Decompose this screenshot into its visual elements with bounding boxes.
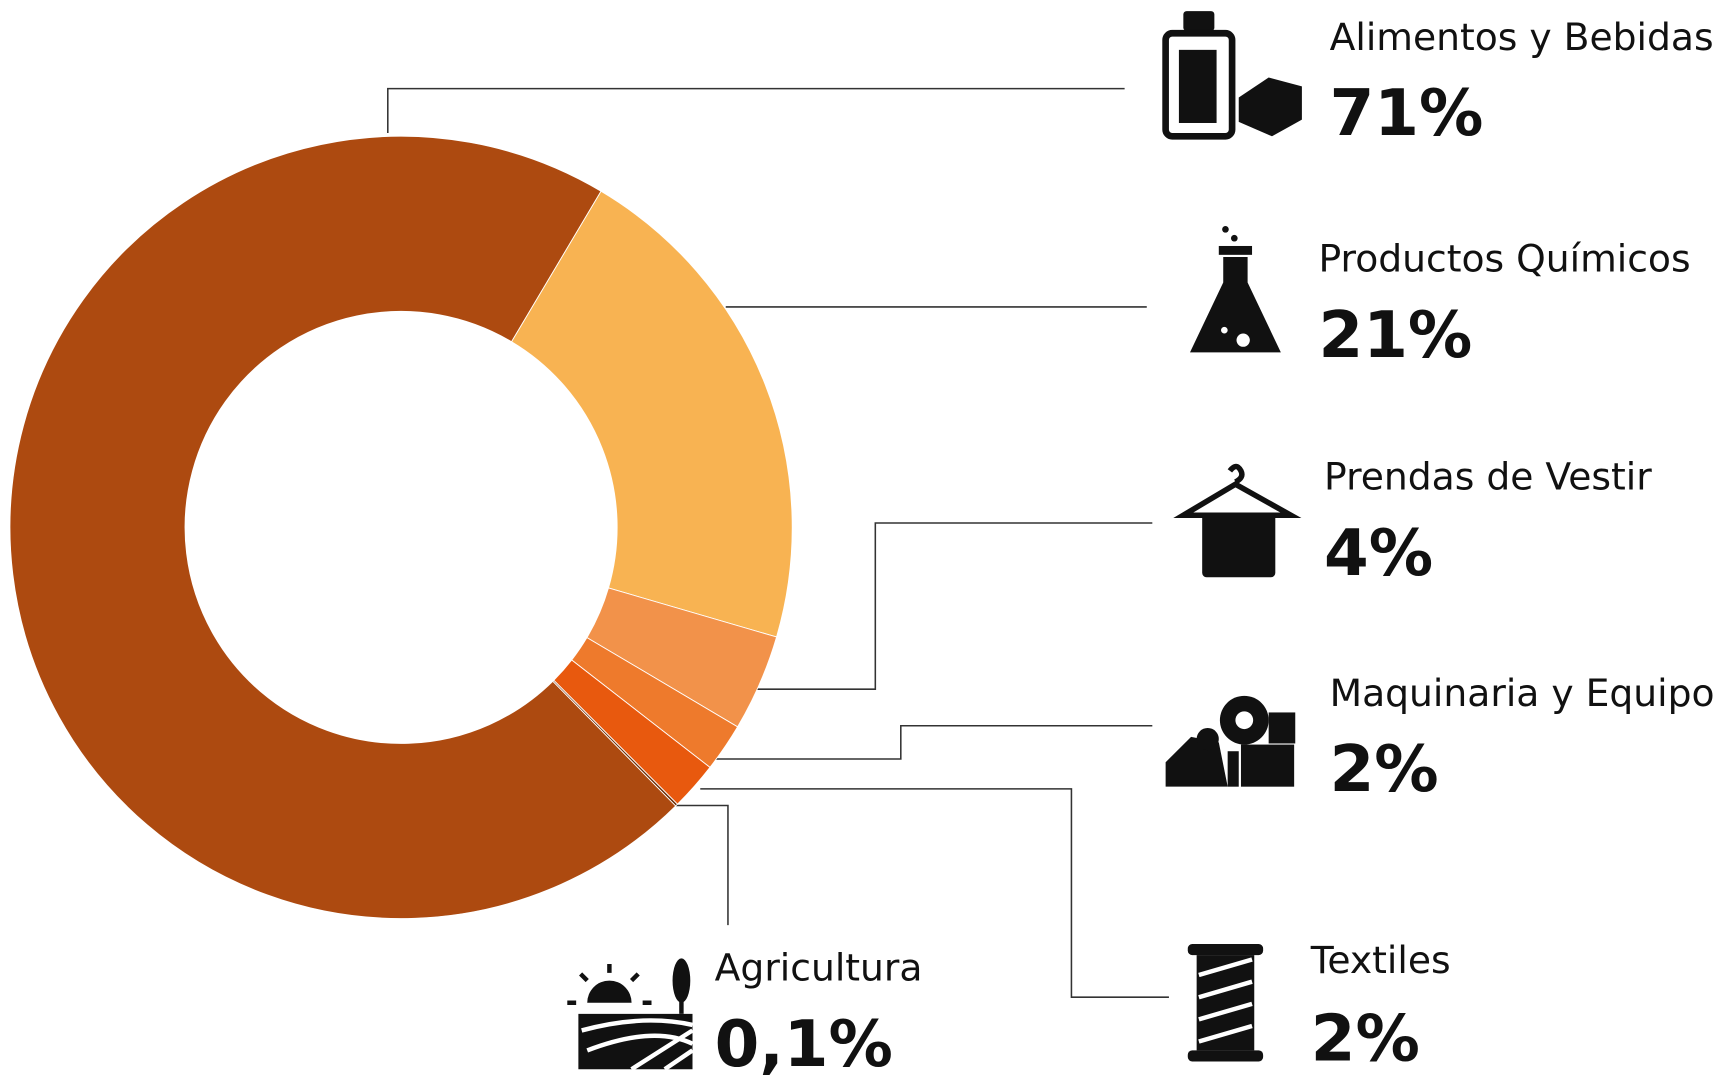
icon-field — [567, 958, 694, 1072]
donut-slice — [552, 679, 679, 807]
leader-line — [672, 804, 729, 926]
icon-machine — [1165, 695, 1296, 787]
value-label: 71% — [1330, 76, 1484, 151]
icon-spool — [1187, 944, 1264, 1062]
value-label: 2% — [1330, 732, 1439, 807]
leader-line — [753, 522, 1153, 690]
leader-line — [709, 724, 1153, 760]
value-label: 21% — [1319, 298, 1473, 373]
value-label: 0,1% — [715, 1007, 893, 1075]
icon-flask — [1189, 226, 1281, 353]
donut — [9, 135, 793, 919]
icon-food — [1162, 11, 1302, 140]
category-label: Agricultura — [715, 946, 923, 990]
category-label: Maquinaria y Equipo — [1330, 671, 1715, 715]
leader-line — [700, 788, 1169, 998]
chart-body: Alimentos y Bebidas 71% Productos Químicos… — [9, 11, 1715, 1075]
labels: Alimentos y Bebidas 71% Productos Químicos… — [715, 15, 1715, 1075]
donut-slice — [9, 135, 677, 919]
category-label: Productos Químicos — [1319, 236, 1691, 280]
icons — [567, 11, 1302, 1072]
value-label: 2% — [1311, 1001, 1420, 1075]
category-label: Alimentos y Bebidas — [1330, 15, 1714, 59]
donut-slice — [510, 190, 793, 638]
icon-hanger — [1173, 463, 1302, 578]
category-label: Prendas de Vestir — [1324, 455, 1652, 499]
category-label: Textiles — [1310, 938, 1451, 982]
leader-line — [387, 87, 1125, 133]
value-label: 4% — [1324, 516, 1433, 591]
leader-lines — [387, 87, 1169, 998]
